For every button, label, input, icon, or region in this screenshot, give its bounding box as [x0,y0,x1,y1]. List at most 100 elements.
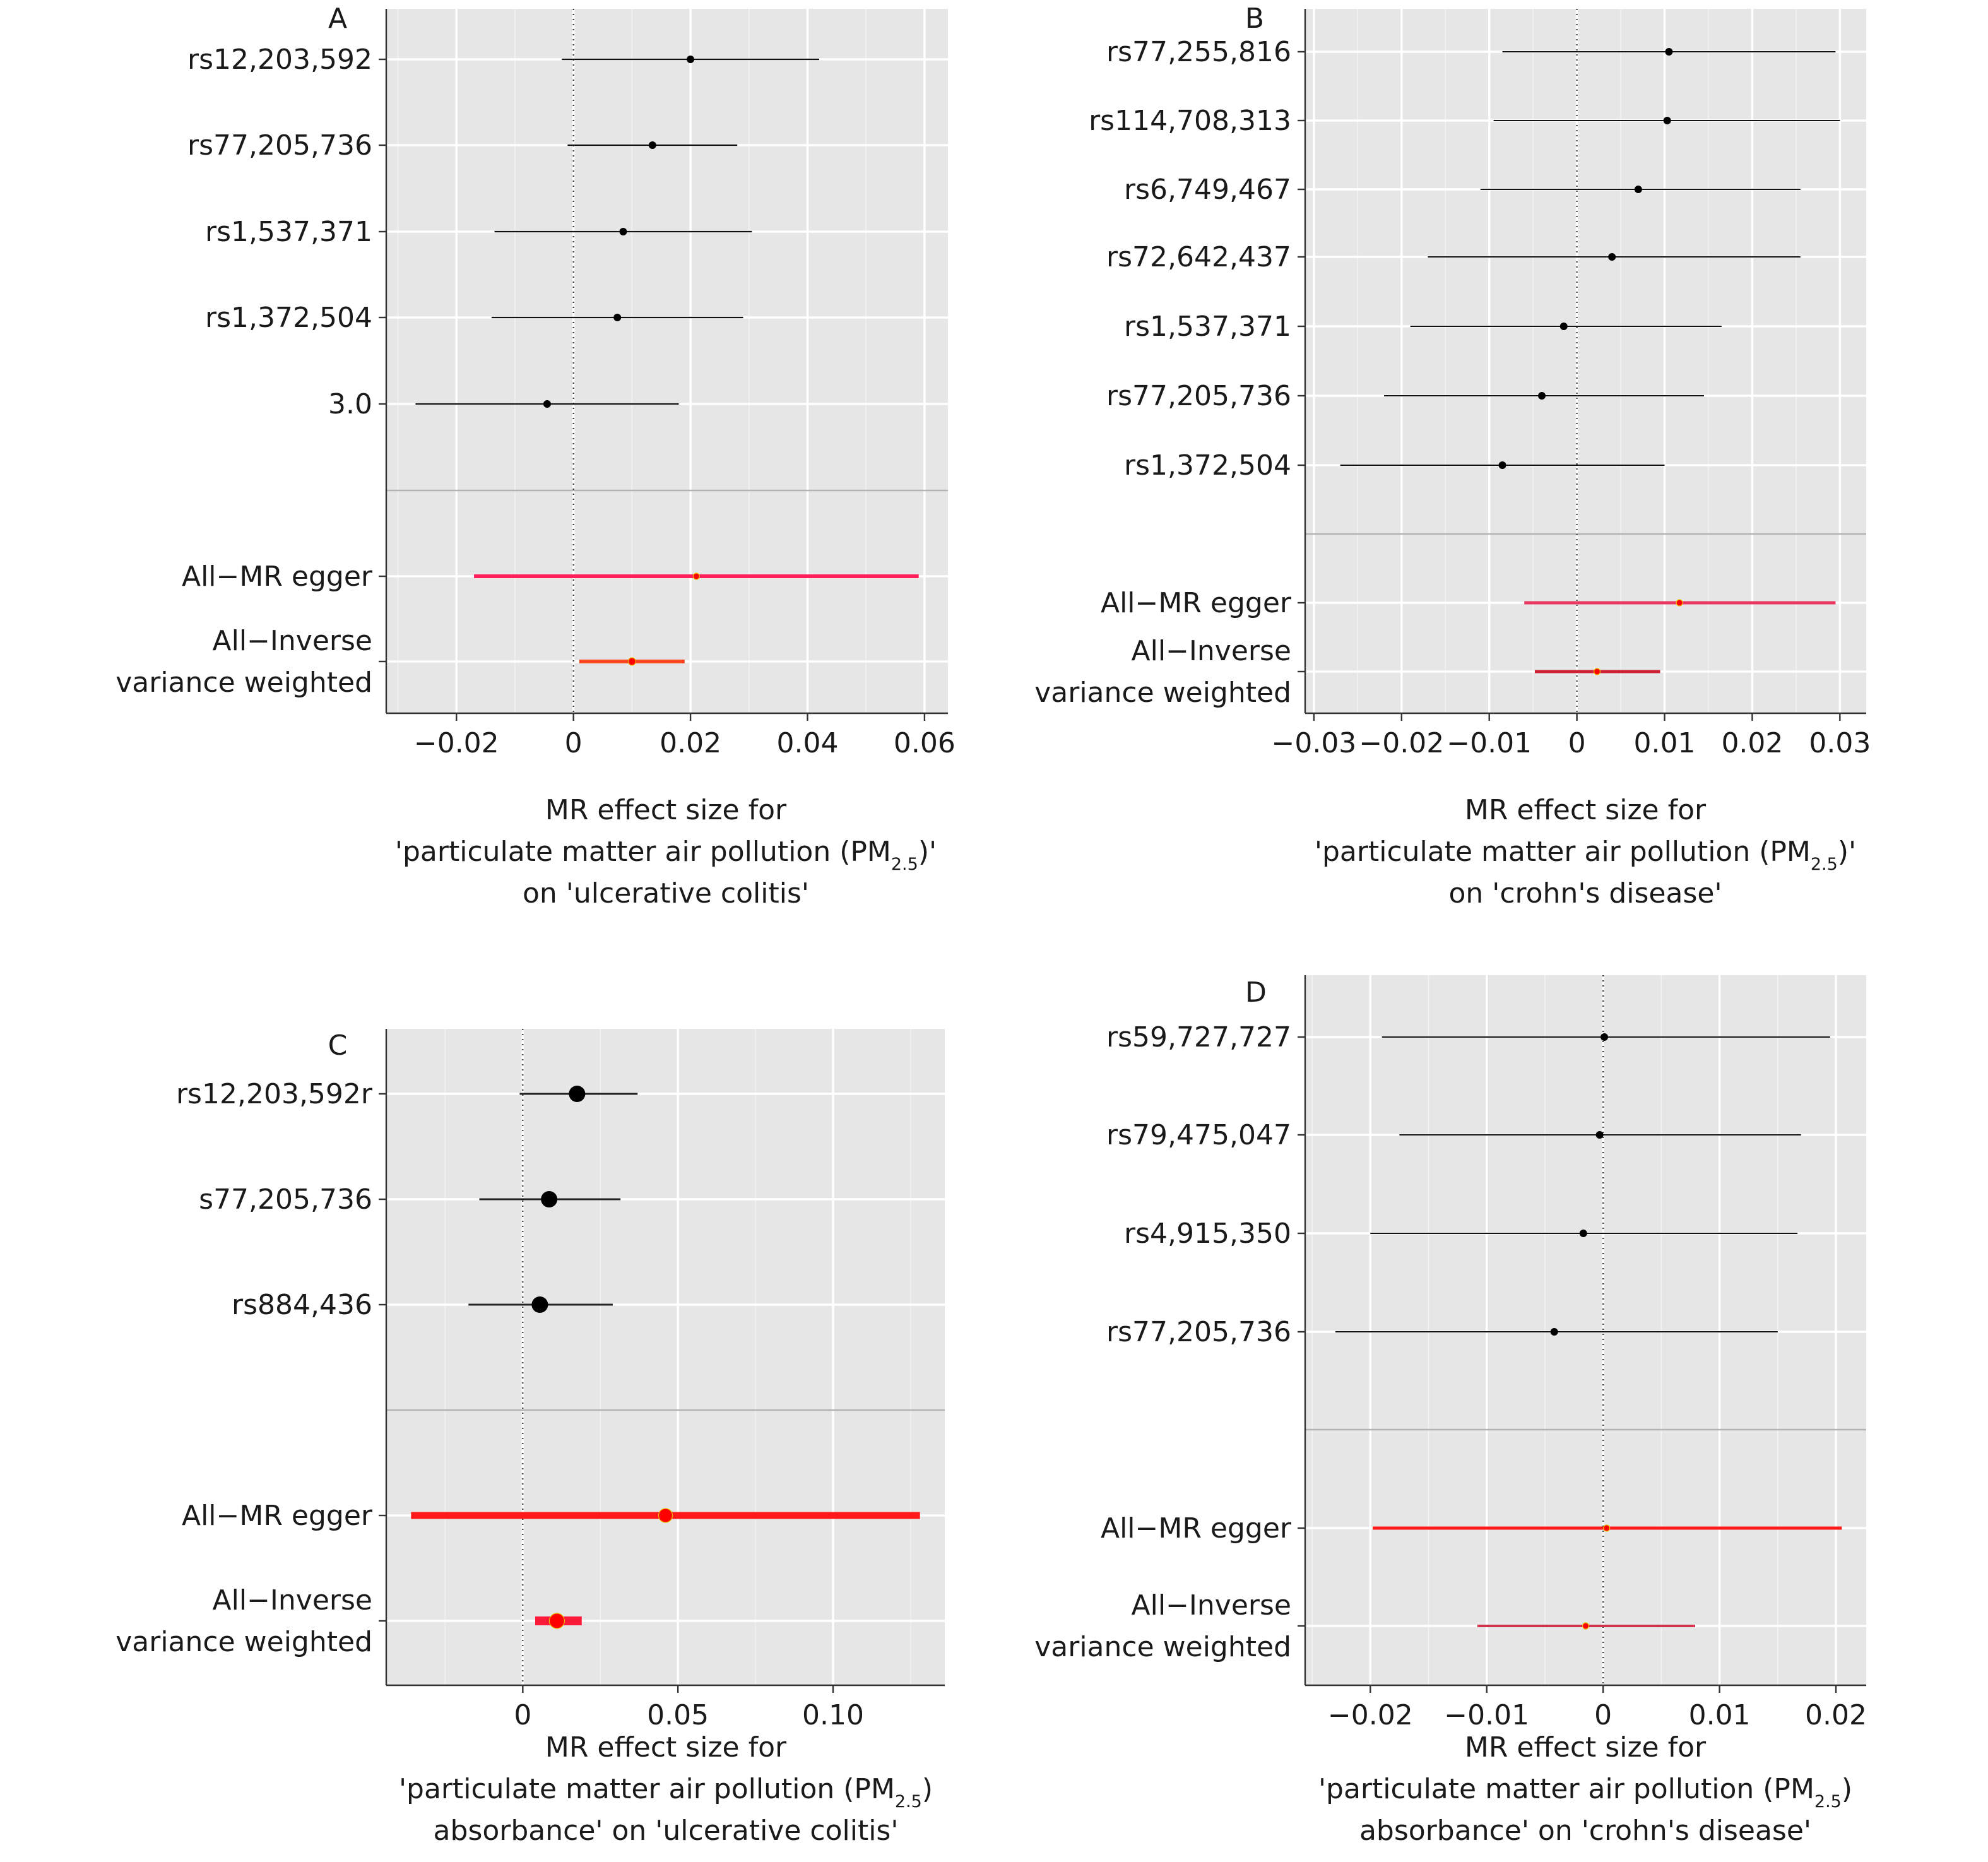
snp-label: s77,205,736 [199,1183,372,1216]
snp-point-estimate [613,314,622,321]
pooled-method-label: All−MR egger [1101,587,1292,619]
x-tick-label: 0 [565,727,583,759]
x-axis-title-subscript: 2.5 [1814,1792,1842,1812]
x-axis-title-subscript: 2.5 [895,1792,922,1812]
x-axis-title-line2: 'particulate matter air pollution (PM2.5… [1315,836,1856,874]
x-axis-title-text: )' [918,836,937,868]
x-tick-label: 0.05 [647,1699,709,1731]
x-tick-label: 0.06 [894,727,956,759]
pooled-method-label: variance weighted [1034,1631,1291,1663]
x-tick-label: 0.03 [1809,727,1871,759]
snp-label: rs77,205,736 [1106,1316,1291,1348]
pooled-method-label: All−Inverse [213,625,372,657]
snp-point-estimate [1595,1131,1604,1139]
snp-label: rs77,205,736 [187,129,372,162]
pooled-point-estimate [1603,1524,1611,1532]
x-tick-label: 0 [1594,1699,1612,1731]
x-axis-title-line1: MR effect size for [545,1731,787,1764]
x-tick-label: 0.01 [1634,727,1696,759]
x-tick-label: −0.03 [1271,727,1356,759]
x-tick-label: 0 [514,1699,531,1731]
snp-label: rs884,436 [232,1289,372,1321]
x-tick-label: −0.01 [1447,727,1532,759]
panel-letter: A [328,3,347,35]
panel-c: 0 0.05 0.10 rs12,203,592r s77,205,736 rs884,4… [115,1029,945,1847]
x-tick-label: 0.04 [777,727,839,759]
snp-label: rs1,537,371 [205,216,372,248]
snp-label: rs114,708,313 [1089,105,1291,137]
x-axis-title-subscript: 2.5 [891,855,918,874]
snp-point-estimate [1559,323,1568,330]
x-axis-title-text: 'particulate matter air pollution (PM [399,1773,895,1805]
pooled-point-estimate [692,572,700,580]
snp-point-estimate [1634,186,1642,193]
snp-point-estimate [648,141,656,149]
pooled-method-label: variance weighted [115,667,372,699]
x-tick-label: 0.02 [660,727,721,759]
plot-panel-background [386,9,948,713]
snp-point-estimate [619,228,627,235]
snp-point-estimate [1600,1033,1609,1041]
snp-point-estimate [1550,1328,1558,1336]
snp-label: rs77,205,736 [1106,380,1291,412]
x-tick-label: 0.02 [1805,1699,1867,1731]
x-axis-title-line3: on 'ulcerative colitis' [523,877,809,910]
panel-letter: C [328,1029,348,1062]
x-axis-title-line3: absorbance' on 'crohn's disease' [1359,1815,1811,1847]
x-tick-label: 0.02 [1721,727,1783,759]
panel-b: −0.03 −0.02 −0.01 0 0.01 0.02 0.03 rs77,255,816… [1034,3,1871,910]
x-axis-title-text: ) [922,1773,933,1805]
plot-panel-background [1305,975,1866,1685]
snp-point-estimate [569,1086,586,1102]
snp-label: rs6,749,467 [1124,174,1291,206]
pooled-method-label: All−Inverse [213,1584,372,1616]
pooled-method-label: All−MR egger [182,560,373,593]
pooled-method-label: variance weighted [115,1626,372,1658]
plot-panel-background [1305,9,1866,713]
x-axis-title-text: ) [1842,1773,1852,1805]
snp-point-estimate [1579,1230,1587,1237]
pooled-method-label: All−MR egger [182,1500,373,1532]
x-axis-title-text: 'particulate matter air pollution (PM [395,836,891,868]
snp-point-estimate [541,1191,558,1207]
pooled-point-estimate [658,1508,673,1523]
snp-label: rs4,915,350 [1124,1218,1291,1250]
x-axis-title-subscript: 2.5 [1811,855,1838,874]
snp-label: rs12,203,592 [187,44,372,76]
x-axis-title-line2: 'particulate matter air pollution (PM2.5… [395,836,937,874]
pooled-method-label: All−MR egger [1101,1512,1292,1545]
snp-label: rs77,255,816 [1106,36,1291,68]
x-axis-title-line3: on 'crohn's disease' [1448,877,1722,910]
panel-letter: B [1245,3,1264,35]
x-tick-label: −0.02 [1359,727,1444,759]
snp-point-estimate [531,1296,548,1313]
pooled-method-label: variance weighted [1034,677,1291,709]
pooled-method-label: All−Inverse [1132,635,1291,667]
snp-point-estimate [1663,117,1671,124]
x-axis-title-line3: absorbance' on 'ulcerative colitis' [434,1815,899,1847]
snp-point-estimate [1608,253,1616,261]
snp-label: rs12,203,592r [176,1078,373,1110]
snp-point-estimate [1498,461,1506,469]
snp-label: rs1,537,371 [1124,311,1291,343]
pooled-point-estimate [1582,1622,1590,1630]
x-tick-label: 0 [1568,727,1586,759]
snp-point-estimate [687,56,695,63]
panel-a: −0.02 0 0.02 0.04 0.06 rs12,203,592 rs77,205,7… [115,3,956,910]
snp-label: rs79,475,047 [1106,1119,1291,1151]
snp-label: rs1,372,504 [1124,449,1291,482]
panel-letter: D [1245,976,1267,1009]
pooled-point-estimate [627,657,636,666]
pooled-point-estimate [548,1613,565,1629]
snp-label: rs72,642,437 [1106,241,1291,273]
snp-point-estimate [1538,392,1546,400]
snp-point-estimate [1665,48,1673,56]
x-axis-title-line2: 'particulate matter air pollution (PM2.5… [399,1773,933,1812]
pooled-point-estimate [1676,599,1683,607]
snp-label: rs1,372,504 [205,302,372,334]
x-axis-title-text: )' [1838,836,1856,868]
pooled-point-estimate [1593,668,1601,675]
snp-label: rs59,727,727 [1106,1021,1291,1053]
x-tick-label: 0.01 [1689,1699,1751,1731]
